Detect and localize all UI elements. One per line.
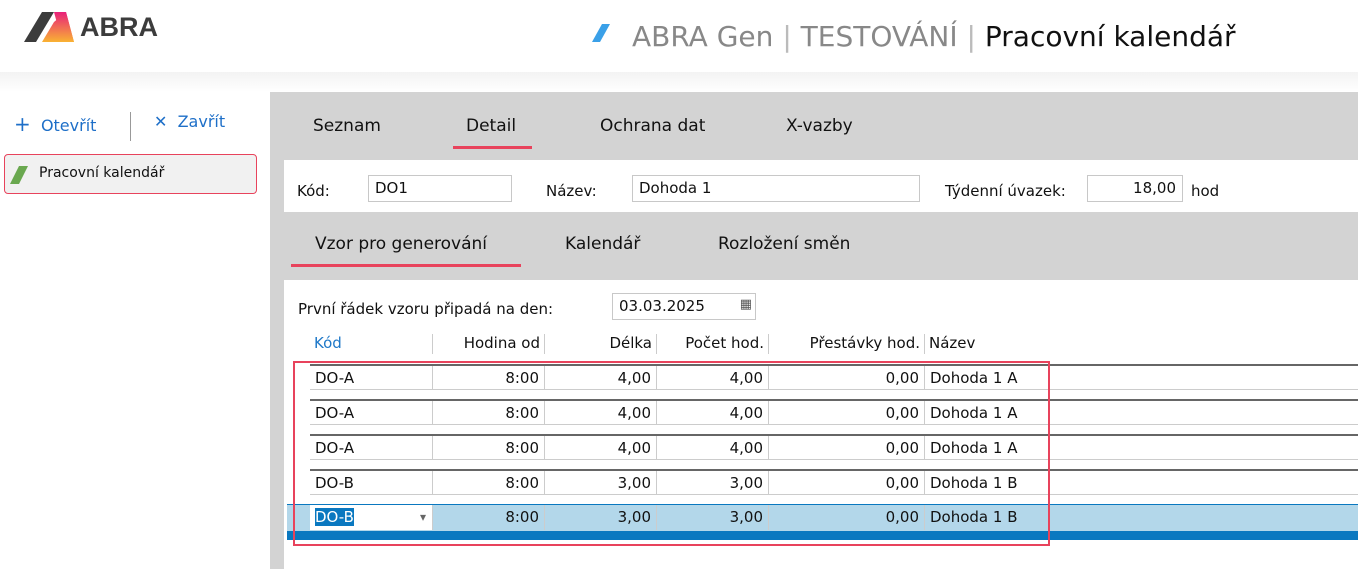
tab-seznam[interactable]: Seznam <box>313 116 381 136</box>
app-name: ABRA Gen <box>632 20 774 53</box>
subtab-vzor[interactable]: Vzor pro generování <box>315 234 488 254</box>
tab-x-vazby[interactable]: X-vazby <box>786 116 853 136</box>
abra-logo-icon <box>24 12 74 42</box>
uvazek-label: Týdenní úvazek: <box>945 182 1066 200</box>
close-button[interactable]: ✕ Zavřít <box>154 112 226 131</box>
table-cell[interactable]: 4,00 <box>657 366 769 389</box>
close-icon: ✕ <box>154 112 168 131</box>
table-cell[interactable]: 4,00 <box>545 366 657 389</box>
environment-name: TESTOVÁNÍ <box>800 20 958 53</box>
table-cell[interactable]: 8:00 <box>433 471 545 494</box>
kod-label: Kód: <box>297 182 330 200</box>
table-row[interactable]: DO-B ▾ 8:00 3,00 3,00 0,00 Dohoda 1 B <box>287 504 1358 540</box>
logo-text: ABRA <box>80 12 158 42</box>
brand-slash-icon <box>592 24 610 42</box>
table-row[interactable]: DO-A 8:00 4,00 4,00 0,00 Dohoda 1 A <box>310 364 1358 390</box>
code-dropdown-value[interactable]: DO-B <box>315 508 354 526</box>
column-header[interactable]: Název <box>929 334 976 352</box>
table-cell[interactable]: 4,00 <box>657 436 769 459</box>
calendar-icon[interactable]: ▦ <box>739 297 752 312</box>
app-header: ABRA ABRA Gen | TESTOVÁNÍ | Pracovní kal… <box>0 0 1358 72</box>
table-cell[interactable]: 0,00 <box>769 401 925 424</box>
toolbar-divider <box>130 112 131 141</box>
table-cell[interactable]: DO-A <box>310 401 433 424</box>
table-cell[interactable]: 8:00 <box>433 505 545 530</box>
active-tab-indicator <box>453 146 532 149</box>
plus-icon: + <box>14 112 31 136</box>
uvazek-unit: hod <box>1191 182 1220 200</box>
document-tab-icon <box>10 166 28 184</box>
table-cell[interactable]: 3,00 <box>545 471 657 494</box>
table-cell[interactable]: 8:00 <box>433 401 545 424</box>
pattern-start-date-field[interactable]: 03.03.2025 ▦ <box>612 293 756 320</box>
tab-ochrana-dat[interactable]: Ochrana dat <box>600 116 706 136</box>
table-cell[interactable]: DO-A <box>310 366 433 389</box>
sidebar-item-pracovni-kalendar[interactable]: Pracovní kalendář <box>4 154 257 194</box>
table-cell[interactable]: 3,00 <box>657 505 769 530</box>
nazev-label: Název: <box>546 182 597 200</box>
table-cell[interactable]: Dohoda 1 A <box>930 404 1018 422</box>
table-cell[interactable]: 3,00 <box>657 471 769 494</box>
table-cell[interactable]: Dohoda 1 A <box>930 369 1018 387</box>
table-row[interactable]: DO-A 8:00 4,00 4,00 0,00 Dohoda 1 A <box>310 434 1358 460</box>
table-cell[interactable]: 4,00 <box>545 436 657 459</box>
table-cell[interactable]: DO-B ▾ <box>310 505 433 530</box>
column-header[interactable]: Přestávky hod. <box>769 334 925 354</box>
uvazek-field[interactable]: 18,00 <box>1087 175 1183 202</box>
table-row[interactable]: DO-A 8:00 4,00 4,00 0,00 Dohoda 1 A <box>310 399 1358 425</box>
table-cell[interactable]: DO-A <box>310 436 433 459</box>
table-cell[interactable]: 0,00 <box>769 436 925 459</box>
dropdown-arrow-icon[interactable]: ▾ <box>419 510 426 524</box>
table-cell[interactable]: 0,00 <box>769 471 925 494</box>
tab-detail[interactable]: Detail <box>466 116 517 136</box>
table-cell[interactable]: 8:00 <box>433 436 545 459</box>
table-cell[interactable]: Dohoda 1 B <box>930 474 1018 492</box>
table-cell[interactable]: Dohoda 1 A <box>930 439 1018 457</box>
subtab-rozlozeni-smen[interactable]: Rozložení směn <box>718 234 851 254</box>
table-cell[interactable]: 4,00 <box>545 401 657 424</box>
table-cell[interactable]: 3,00 <box>545 505 657 530</box>
nazev-field[interactable]: Dohoda 1 <box>632 175 920 202</box>
column-header[interactable]: Délka <box>545 334 657 354</box>
kod-field[interactable]: DO1 <box>368 175 512 202</box>
subtab-kalendar[interactable]: Kalendář <box>565 234 641 254</box>
table-cell[interactable]: 0,00 <box>769 366 925 389</box>
active-subtab-indicator <box>291 264 521 267</box>
table-cell[interactable]: 8:00 <box>433 366 545 389</box>
column-header[interactable]: Kód <box>310 334 433 354</box>
table-cell[interactable]: 0,00 <box>769 505 925 530</box>
table-cell[interactable]: Dohoda 1 B <box>930 508 1018 526</box>
table-cell[interactable]: DO-B <box>310 471 433 494</box>
open-button[interactable]: + Otevřít <box>14 112 97 136</box>
page-title: Pracovní kalendář <box>984 20 1236 53</box>
column-header[interactable]: Hodina od <box>433 334 545 354</box>
pattern-start-label: První řádek vzoru připadá na den: <box>298 300 554 318</box>
table-row[interactable]: DO-B 8:00 3,00 3,00 0,00 Dohoda 1 B <box>310 469 1358 495</box>
table-cell[interactable]: 4,00 <box>657 401 769 424</box>
column-header[interactable]: Počet hod. <box>657 334 769 354</box>
